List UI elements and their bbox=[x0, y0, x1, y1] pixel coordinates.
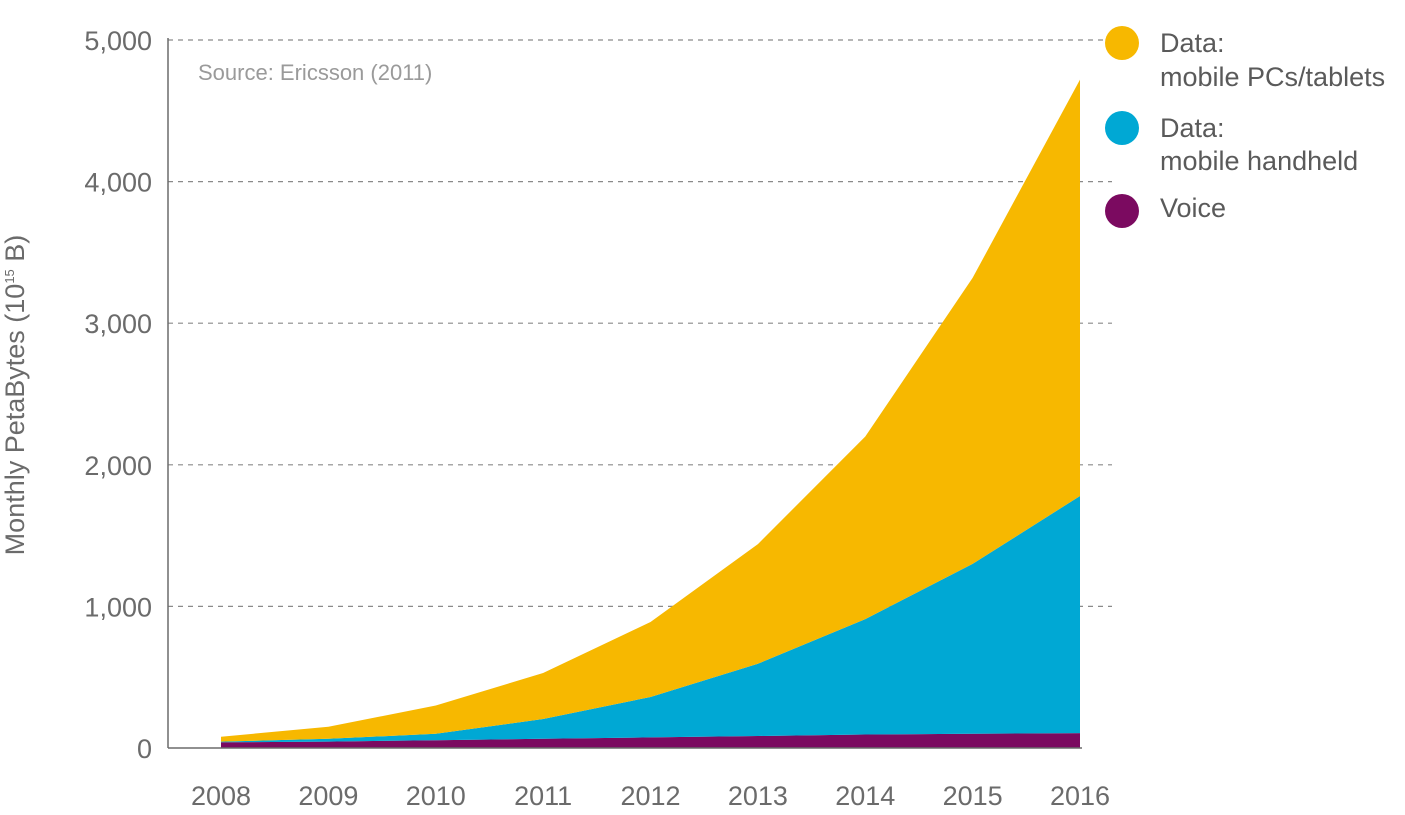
source-note: Source: Ericsson (2011) bbox=[198, 60, 432, 85]
axes bbox=[167, 38, 1082, 749]
x-tick-labels: 2008 2009 2010 2011 2012 2013 2014 2015 2016 bbox=[191, 781, 1110, 811]
legend-swatch-handheld bbox=[1105, 111, 1139, 145]
legend-item-handheld: Data: mobile handheld bbox=[1105, 111, 1358, 176]
legend-item-pcs-tablets: Data: mobile PCs/tablets bbox=[1105, 26, 1385, 92]
x-tick-label-2012: 2012 bbox=[620, 781, 680, 811]
y-tick-label-5000: 5,000 bbox=[84, 26, 152, 56]
x-tick-label-2010: 2010 bbox=[406, 781, 466, 811]
gridlines bbox=[168, 39, 1112, 608]
x-tick-label-2011: 2011 bbox=[514, 781, 572, 811]
area-series bbox=[221, 79, 1080, 748]
y-tick-label-1000: 1,000 bbox=[84, 592, 152, 622]
y-axis-label-end: B) bbox=[0, 235, 30, 270]
x-tick-label-2009: 2009 bbox=[298, 781, 358, 811]
legend-item-voice: Voice bbox=[1105, 193, 1226, 228]
legend-label-handheld-line2: mobile handheld bbox=[1160, 146, 1358, 176]
x-tick-label-2015: 2015 bbox=[943, 781, 1003, 811]
y-tick-label-4000: 4,000 bbox=[84, 168, 152, 198]
y-tick-label-2000: 2,000 bbox=[84, 451, 152, 481]
legend-label-pcs-tablets-line2: mobile PCs/tablets bbox=[1160, 62, 1385, 92]
legend-label-voice: Voice bbox=[1160, 193, 1226, 223]
area-mobile-handheld bbox=[221, 496, 1080, 743]
y-tick-labels: 0 1,000 2,000 3,000 4,000 5,000 bbox=[84, 26, 152, 764]
area-voice bbox=[221, 733, 1080, 748]
x-tick-label-2014: 2014 bbox=[835, 781, 895, 811]
y-axis-label-main: Monthly PetaBytes (10 bbox=[0, 284, 30, 556]
legend-swatch-voice bbox=[1105, 194, 1139, 228]
y-tick-label-3000: 3,000 bbox=[84, 309, 152, 339]
y-tick-label-0: 0 bbox=[137, 734, 152, 764]
legend-label-pcs-tablets-line1: Data: bbox=[1160, 28, 1225, 58]
legend-label-handheld-line1: Data: bbox=[1160, 113, 1225, 143]
x-tick-label-2016: 2016 bbox=[1050, 781, 1110, 811]
x-tick-label-2008: 2008 bbox=[191, 781, 251, 811]
y-axis-label: Monthly PetaBytes (1015 B) bbox=[0, 235, 30, 556]
legend: Data: mobile PCs/tablets Data: mobile ha… bbox=[1105, 26, 1385, 228]
legend-swatch-pcs-tablets bbox=[1105, 26, 1139, 60]
x-tick-label-2013: 2013 bbox=[728, 781, 788, 811]
area-mobile-pcs-tablets bbox=[221, 79, 1080, 742]
y-axis-label-superscript: 15 bbox=[2, 269, 17, 283]
